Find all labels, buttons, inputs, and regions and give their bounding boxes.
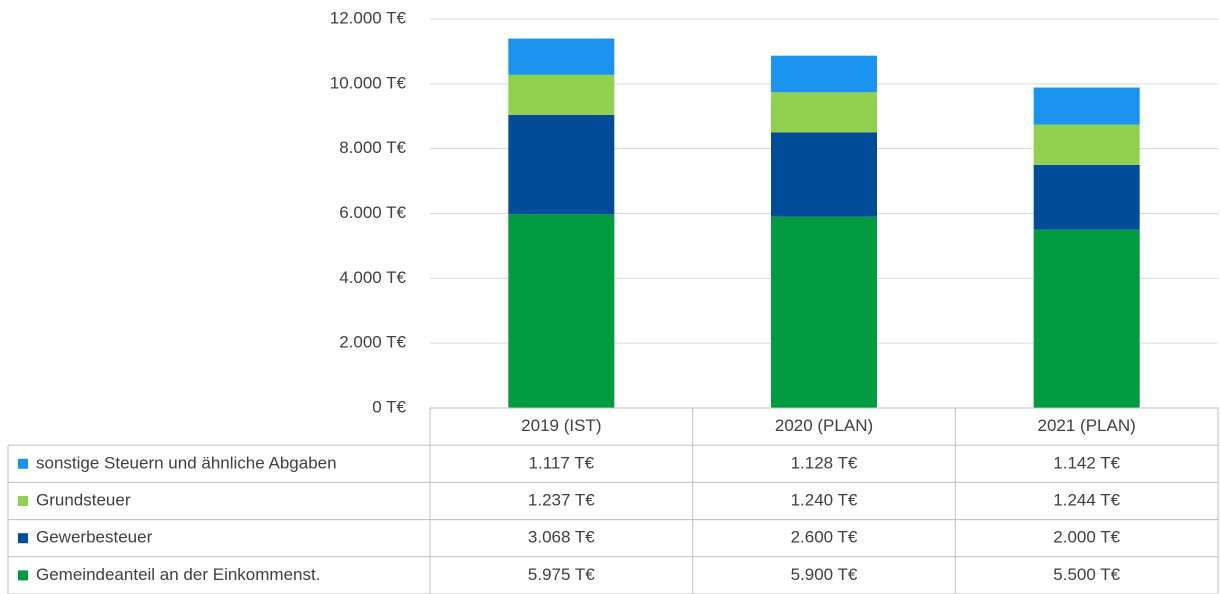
value-label: 1.117 T€ — [529, 453, 595, 472]
legend-key — [18, 570, 28, 581]
bar-segment — [508, 74, 615, 115]
bar-segment — [508, 114, 615, 215]
legend-label: Gewerbesteuer — [36, 528, 153, 547]
value-label: 1.244 T€ — [1053, 490, 1120, 509]
y-tick-label: 8.000 T€ — [339, 138, 406, 157]
legend-label: Grundsteuer — [36, 490, 131, 509]
y-tick-label: 6.000 T€ — [339, 203, 406, 222]
bar-segment — [508, 214, 615, 408]
bar-segment — [771, 216, 877, 408]
legend-label: sonstige Steuern und ähnliche Abgaben — [36, 453, 337, 472]
y-tick-label: 0 T€ — [372, 397, 406, 416]
value-label: 5.500 T€ — [1053, 565, 1120, 584]
value-label: 1.142 T€ — [1053, 453, 1120, 472]
value-label: 1.128 T€ — [791, 453, 858, 472]
value-label: 1.240 T€ — [791, 490, 858, 509]
bar-segment — [1033, 124, 1140, 165]
bar-segment — [1033, 87, 1140, 125]
bar-segment — [1033, 229, 1140, 408]
bar-segment — [771, 132, 877, 217]
bar-segment — [1033, 164, 1140, 230]
y-tick-label: 4.000 T€ — [339, 268, 406, 287]
legend-key — [18, 458, 28, 469]
legend-label: Gemeindeanteil an der Einkommenst. — [36, 565, 320, 584]
legend-key — [18, 496, 28, 506]
bar-segment — [508, 38, 615, 75]
x-tick-label: 2020 (PLAN) — [775, 416, 873, 435]
value-label: 1.237 T€ — [528, 490, 595, 509]
bar-segment — [771, 55, 877, 93]
y-tick-label: 2.000 T€ — [339, 333, 406, 352]
x-tick-label: 2021 (PLAN) — [1038, 416, 1136, 435]
value-label: 5.975 T€ — [528, 565, 595, 584]
bar-segment — [771, 92, 877, 133]
value-label: 3.068 T€ — [528, 528, 595, 547]
value-label: 2.000 T€ — [1053, 528, 1120, 547]
y-tick-label: 12.000 T€ — [330, 8, 407, 27]
value-label: 2.600 T€ — [791, 528, 858, 547]
value-label: 5.900 T€ — [791, 565, 858, 584]
legend-key — [18, 533, 28, 544]
x-tick-label: 2019 (IST) — [521, 416, 601, 435]
y-tick-label: 10.000 T€ — [330, 73, 407, 92]
